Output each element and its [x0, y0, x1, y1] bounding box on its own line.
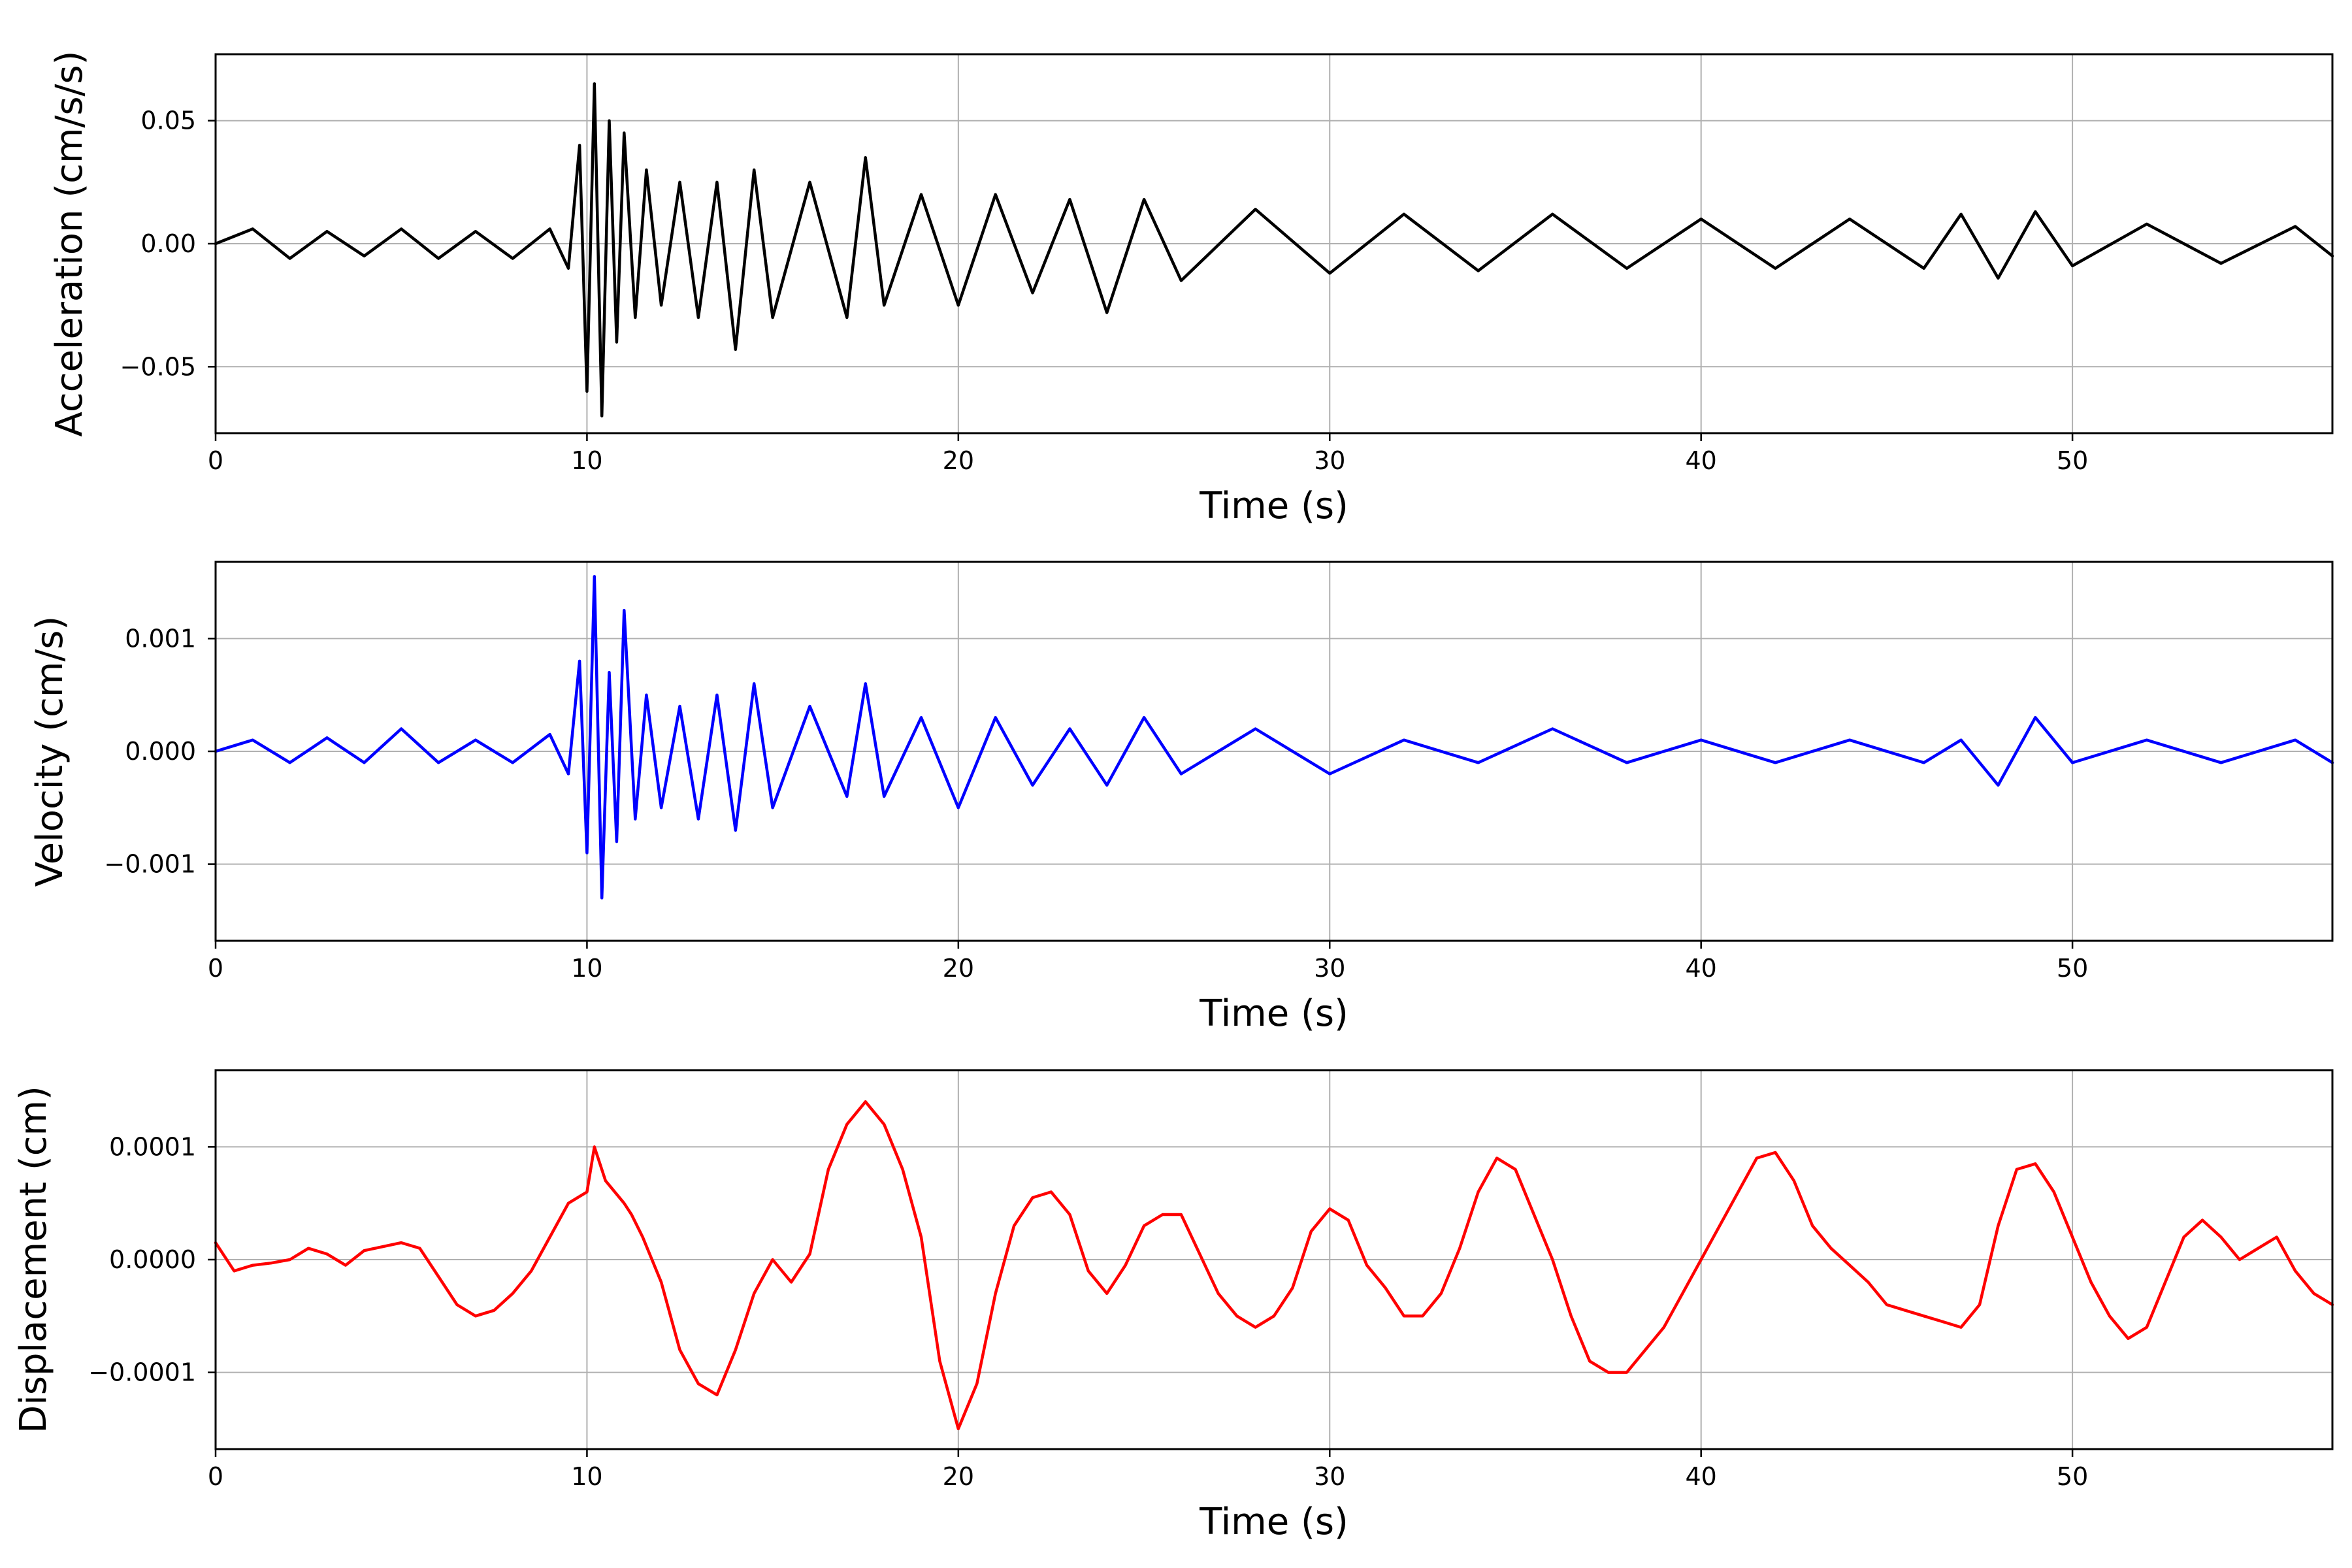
- displacement-ticks: 0 10 20 30 40 50 −0.0001 0.0000 0.0001: [88, 1132, 2088, 1491]
- acceleration-series-line: [214, 82, 2334, 417]
- velocity-x-tick-label: 0: [208, 954, 223, 983]
- velocity-x-tick-label: 40: [1686, 954, 1717, 983]
- acceleration-x-tick-label: 40: [1686, 446, 1717, 475]
- velocity-y-tick-label: 0.001: [125, 624, 196, 653]
- velocity-x-tick-label: 20: [943, 954, 974, 983]
- displacement-y-tick-label: −0.0001: [88, 1358, 196, 1387]
- acceleration-x-axis-label: Time (s): [1199, 485, 1348, 527]
- displacement-trace: [214, 1100, 2334, 1431]
- acceleration-x-tick-label: 50: [2057, 446, 2088, 475]
- acceleration-x-tick-label: 10: [571, 446, 602, 475]
- acceleration-y-tick-label: −0.05: [120, 352, 196, 381]
- acceleration-y-tick-label: 0.00: [140, 229, 196, 258]
- velocity-y-tick-label: 0.000: [125, 737, 196, 766]
- velocity-y-axis-label: Velocity (cm/s): [29, 616, 71, 887]
- displacement-x-tick-label: 50: [2057, 1462, 2088, 1491]
- displacement-grid: [216, 1070, 2332, 1449]
- velocity-x-axis-label: Time (s): [1199, 992, 1348, 1035]
- velocity-panel: 0 10 20 30 40 50 −0.001 0.000 0.001 Time (s) Vel…: [29, 561, 2334, 1035]
- acceleration-y-axis-label: Acceleration (cm/s/s): [48, 51, 91, 437]
- velocity-x-tick-label: 30: [1314, 954, 1345, 983]
- velocity-trace: [214, 575, 2334, 900]
- displacement-x-tick-label: 40: [1686, 1462, 1717, 1491]
- velocity-grid: [216, 562, 2332, 941]
- displacement-y-axis-label: Displacement (cm): [12, 1086, 55, 1433]
- displacement-x-tick-label: 20: [943, 1462, 974, 1491]
- displacement-y-tick-label: 0.0001: [109, 1132, 196, 1161]
- velocity-x-tick-label: 10: [571, 954, 602, 983]
- velocity-series-line: [214, 575, 2334, 900]
- acceleration-panel: 0 10 20 30 40 50 −0.05 0.00 0.05 Time (s) Accele…: [48, 51, 2334, 527]
- acceleration-trace: [214, 82, 2334, 417]
- acceleration-ticks: 0 10 20 30 40 50 −0.05 0.00 0.05: [120, 106, 2089, 475]
- acceleration-y-tick-label: 0.05: [140, 106, 196, 135]
- displacement-series-line: [214, 1100, 2334, 1431]
- velocity-y-tick-label: −0.001: [104, 850, 196, 879]
- acceleration-x-tick-label: 20: [943, 446, 974, 475]
- velocity-ticks: 0 10 20 30 40 50 −0.001 0.000 0.001: [104, 624, 2088, 983]
- acceleration-x-tick-label: 0: [208, 446, 223, 475]
- acceleration-x-tick-label: 30: [1314, 446, 1345, 475]
- displacement-x-tick-label: 10: [571, 1462, 602, 1491]
- velocity-x-tick-label: 50: [2057, 954, 2088, 983]
- displacement-y-tick-label: 0.0000: [109, 1245, 196, 1274]
- displacement-x-tick-label: 30: [1314, 1462, 1345, 1491]
- displacement-x-tick-label: 0: [208, 1462, 223, 1491]
- displacement-x-axis-label: Time (s): [1199, 1501, 1348, 1543]
